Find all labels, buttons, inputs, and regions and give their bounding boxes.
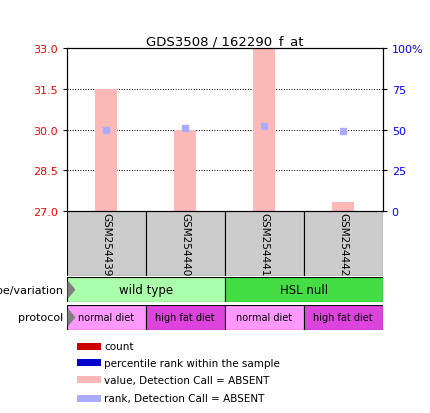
Bar <box>224 212 304 276</box>
Text: value, Detection Call = ABSENT: value, Detection Call = ABSENT <box>104 375 270 385</box>
Bar <box>146 212 224 276</box>
Polygon shape <box>68 282 74 298</box>
Bar <box>146 305 224 330</box>
Text: wild type: wild type <box>119 283 173 297</box>
Text: rank, Detection Call = ABSENT: rank, Detection Call = ABSENT <box>104 393 265 403</box>
Text: percentile rank within the sample: percentile rank within the sample <box>104 358 280 368</box>
Bar <box>77 395 101 401</box>
Text: GSM254440: GSM254440 <box>180 212 190 275</box>
Bar <box>67 212 146 276</box>
Text: HSL null: HSL null <box>280 283 328 297</box>
Text: genotype/variation: genotype/variation <box>0 285 64 295</box>
Bar <box>304 212 383 276</box>
Text: high fat diet: high fat diet <box>155 313 215 323</box>
Text: GSM254439: GSM254439 <box>101 212 111 275</box>
Polygon shape <box>68 310 74 325</box>
Bar <box>77 343 101 350</box>
Bar <box>304 305 383 330</box>
Bar <box>224 305 304 330</box>
Bar <box>332 202 354 212</box>
Text: normal diet: normal diet <box>236 313 292 323</box>
Bar <box>77 360 101 366</box>
Title: GDS3508 / 162290_f_at: GDS3508 / 162290_f_at <box>146 35 304 47</box>
Bar <box>224 277 383 303</box>
Bar <box>174 131 196 212</box>
Bar <box>67 305 146 330</box>
Text: count: count <box>104 341 134 351</box>
Bar <box>95 90 117 212</box>
Text: normal diet: normal diet <box>78 313 134 323</box>
Bar <box>67 277 224 303</box>
Text: high fat diet: high fat diet <box>313 313 373 323</box>
Text: GSM254441: GSM254441 <box>259 212 269 275</box>
Text: protocol: protocol <box>18 313 64 323</box>
Bar <box>253 49 275 212</box>
Text: GSM254442: GSM254442 <box>338 212 348 275</box>
Bar <box>77 376 101 383</box>
